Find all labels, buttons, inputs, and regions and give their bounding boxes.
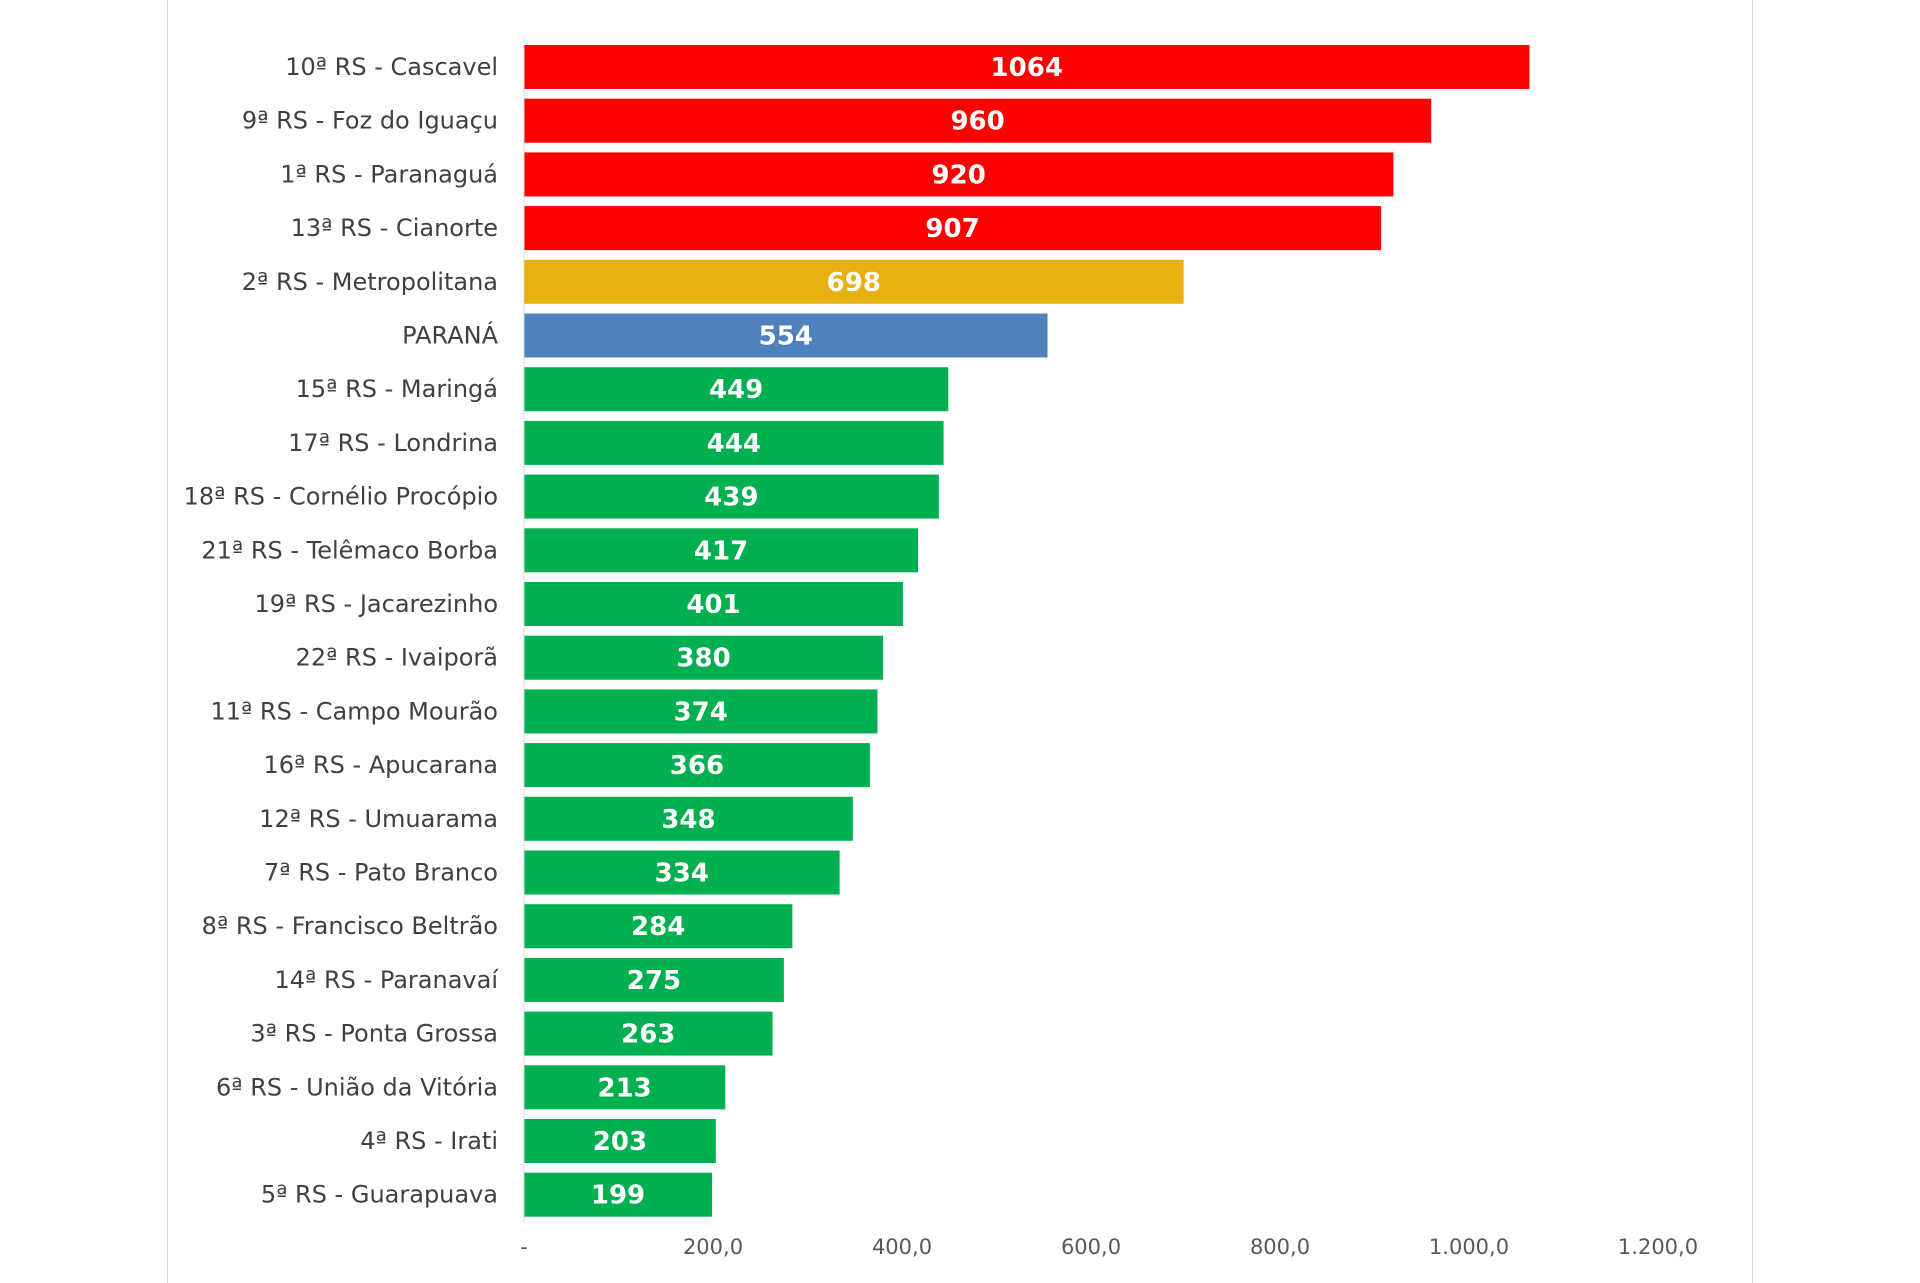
data-label: 263 <box>621 1020 675 1050</box>
data-label: 417 <box>694 536 748 566</box>
category-label: 11ª RS - Campo Mourão <box>210 697 498 725</box>
category-label: 13ª RS - Cianorte <box>291 214 498 242</box>
category-label: 12ª RS - Umuarama <box>259 805 498 833</box>
category-label: 6ª RS - União da Vitória <box>216 1073 498 1101</box>
data-label: 449 <box>709 375 763 405</box>
bar-chart: 10ª RS - Cascavel 9ª RS - Foz do Iguaçu 1ª… <box>0 0 1920 1283</box>
category-label: 19ª RS - Jacarezinho <box>255 590 498 618</box>
x-tick-label: 800,0 <box>1250 1235 1310 1259</box>
data-label: 907 <box>925 214 979 244</box>
data-label: 444 <box>707 429 761 459</box>
category-label: 9ª RS - Foz do Iguaçu <box>242 107 498 135</box>
category-labels-group: 10ª RS - Cascavel 9ª RS - Foz do Iguaçu 1ª… <box>184 53 500 1209</box>
data-label: 554 <box>759 322 813 352</box>
category-label: 5ª RS - Guarapuava <box>261 1181 498 1209</box>
data-label: 213 <box>598 1073 652 1103</box>
category-label: 2ª RS - Metropolitana <box>242 268 498 296</box>
category-label: 8ª RS - Francisco Beltrão <box>202 912 498 940</box>
category-label: 3ª RS - Ponta Grossa <box>250 1020 498 1048</box>
data-label: 348 <box>661 805 715 835</box>
data-label: 1064 <box>991 53 1063 83</box>
x-tick-label: 1.200,0 <box>1618 1235 1698 1259</box>
category-label: PARANÁ <box>402 321 498 350</box>
x-tick-label: 400,0 <box>872 1235 932 1259</box>
data-label: 380 <box>676 644 730 674</box>
category-label: 17ª RS - Londrina <box>288 429 498 457</box>
category-label: 22ª RS - Ivaiporã <box>296 644 498 672</box>
data-label: 920 <box>932 160 986 190</box>
data-label: 401 <box>686 590 740 620</box>
x-tick-label: 1.000,0 <box>1429 1235 1509 1259</box>
category-label: 18ª RS - Cornélio Procópio <box>184 483 498 511</box>
category-label: 7ª RS - Pato Branco <box>264 859 498 887</box>
category-label: 4ª RS - Irati <box>360 1127 498 1155</box>
data-label: 698 <box>827 268 881 298</box>
data-label: 275 <box>627 966 681 996</box>
category-label: 15ª RS - Maringá <box>296 375 498 403</box>
x-tick-label: 600,0 <box>1061 1235 1121 1259</box>
data-label: 374 <box>674 697 728 727</box>
category-label: 16ª RS - Apucarana <box>263 751 498 779</box>
data-label: 334 <box>655 859 709 889</box>
data-label: 203 <box>593 1127 647 1157</box>
category-label: 1ª RS - Paranaguá <box>280 160 498 188</box>
x-tick-label: - <box>520 1235 528 1259</box>
category-label: 14ª RS - Paranavaí <box>275 966 500 994</box>
x-tick-label: 200,0 <box>683 1235 743 1259</box>
data-label: 366 <box>670 751 724 781</box>
category-label: 21ª RS - Telêmaco Borba <box>201 536 498 564</box>
data-label: 199 <box>591 1181 645 1211</box>
data-label: 439 <box>704 483 758 513</box>
data-label: 960 <box>950 107 1004 137</box>
data-label: 284 <box>631 912 685 942</box>
category-label: 10ª RS - Cascavel <box>285 53 498 81</box>
